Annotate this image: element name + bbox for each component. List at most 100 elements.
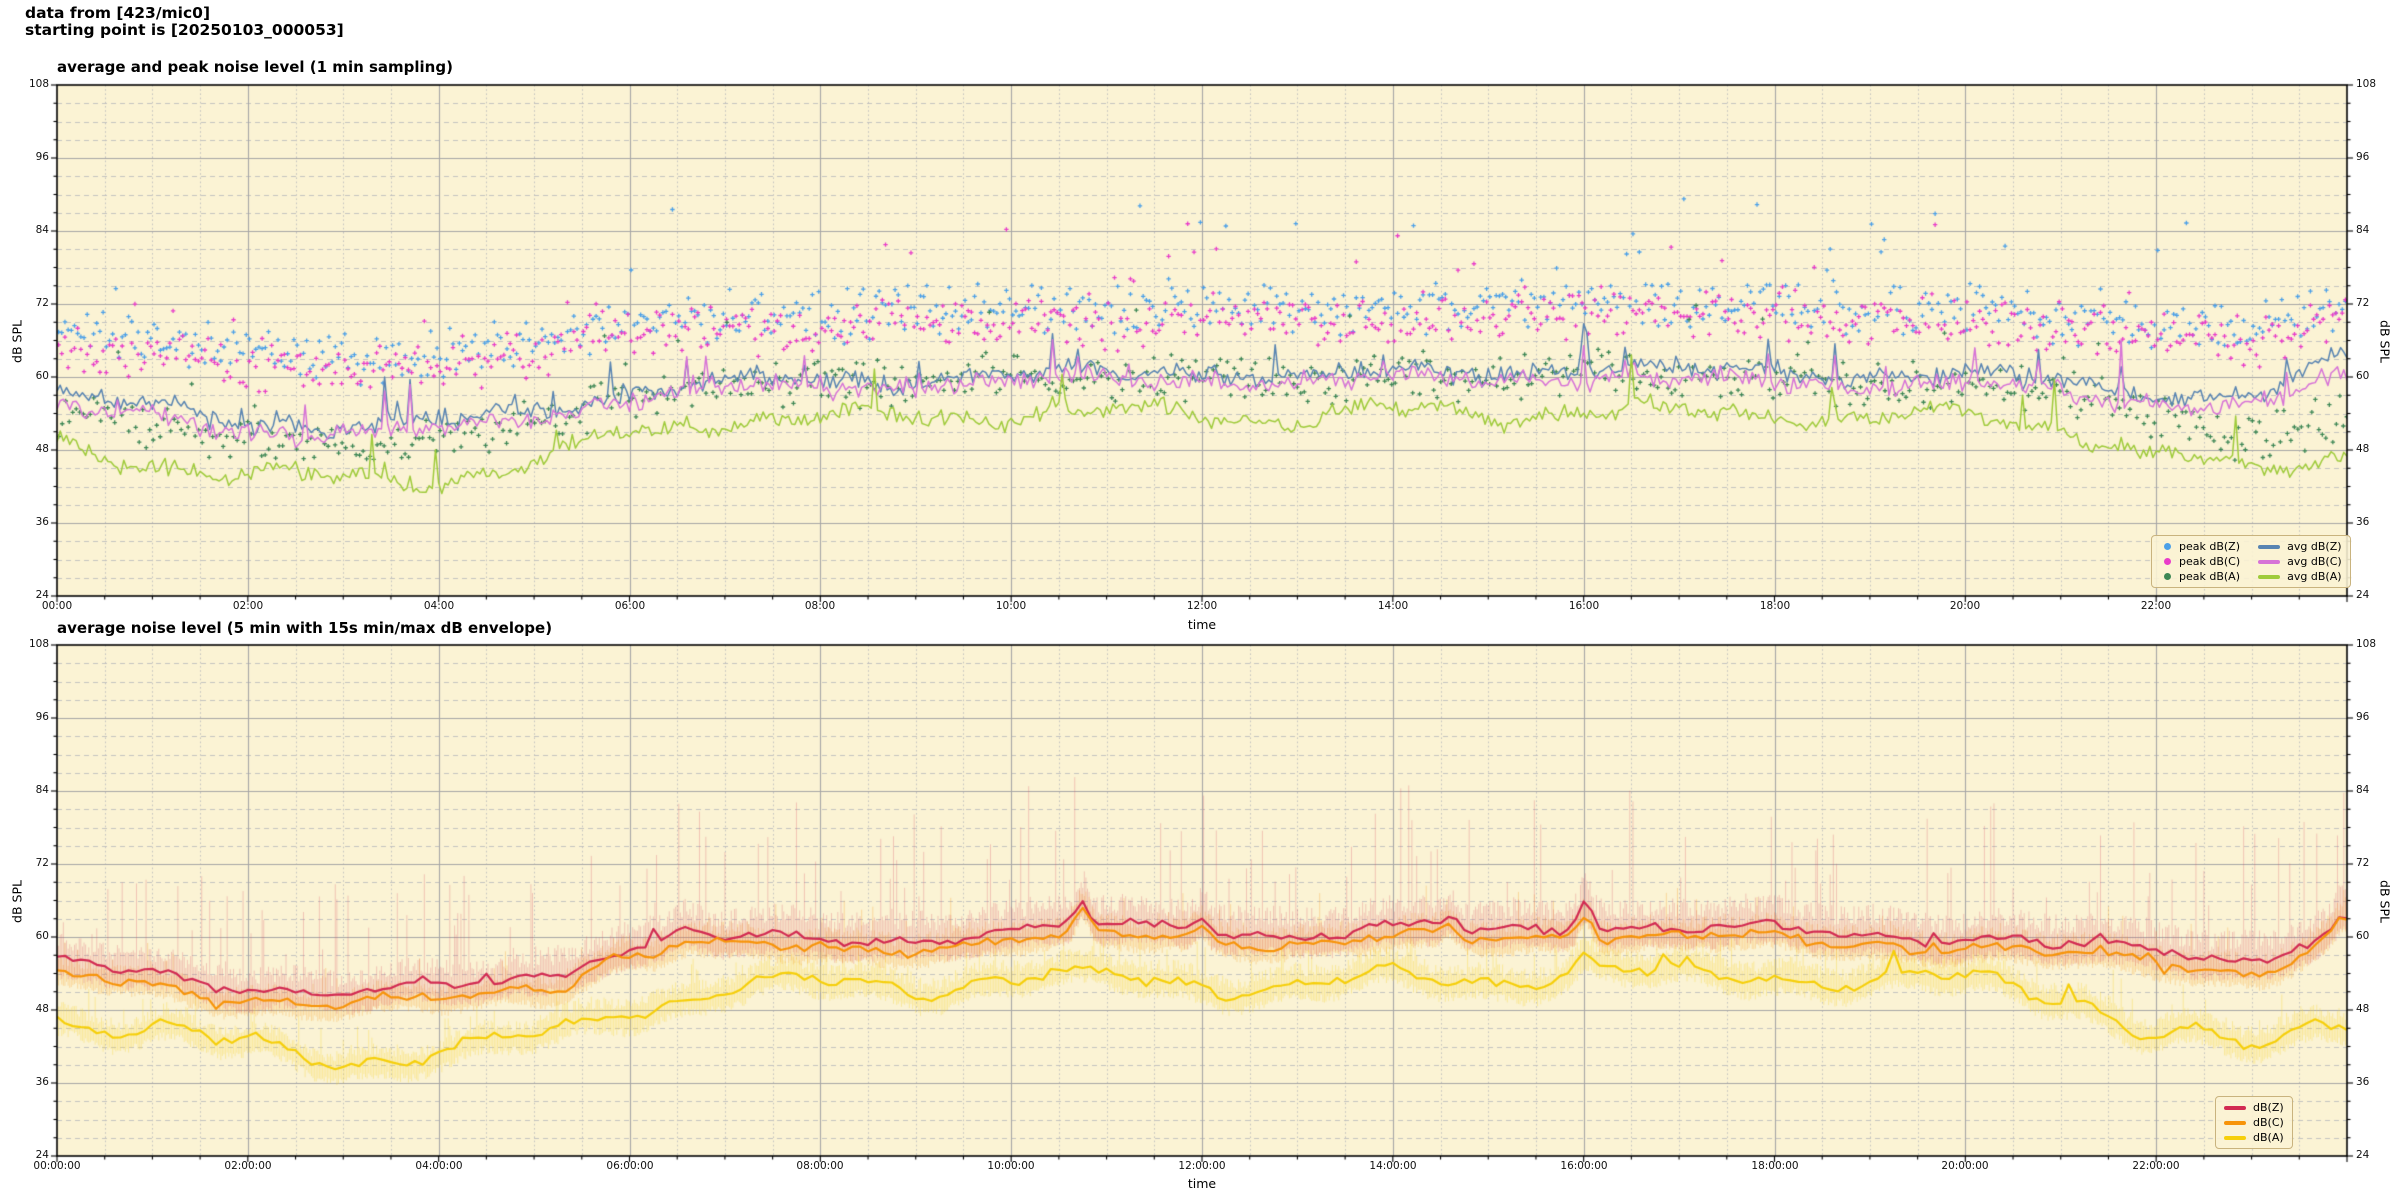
x-tick-label: 00:00:00 (33, 1160, 81, 1172)
x-tick-label: 02:00:00 (224, 1160, 272, 1172)
top-ylabel-left: dB SPL (9, 320, 25, 363)
top-xlabel: time (1187, 617, 1217, 632)
peak-dbc-marker-icon (2164, 558, 2171, 565)
y-tick-label-left: 60 (35, 930, 49, 942)
legend-label: avg dB(Z) (2287, 540, 2342, 553)
legend-item-avg-dba: avg dB(A) (2258, 570, 2342, 583)
legend-label: peak dB(A) (2179, 570, 2240, 583)
legend-item-avg-dbc: avg dB(C) (2258, 555, 2342, 568)
peak-dbz-marker-icon (2164, 543, 2171, 550)
bottom-ylabel-left: dB SPL (9, 880, 25, 923)
legend-item-peak-dbc: peak dB(C) (2160, 555, 2240, 568)
x-tick-label: 08:00:00 (796, 1160, 844, 1172)
legend-label: avg dB(A) (2287, 570, 2342, 583)
legend-label: dB(C) (2253, 1116, 2284, 1129)
legend-item-dbc: dB(C) (2224, 1116, 2284, 1129)
y-tick-label-left: 96 (35, 151, 49, 163)
dba-line-icon (2224, 1135, 2246, 1140)
y-tick-label-right: 48 (2356, 443, 2370, 455)
top-chart-title: average and peak noise level (1 min samp… (57, 58, 453, 76)
bottom-chart-legend: dB(Z) dB(C) dB(A) (2215, 1096, 2293, 1149)
x-tick-label: 22:00:00 (2132, 1160, 2180, 1172)
y-tick-label-right: 60 (2356, 370, 2370, 382)
x-tick-label: 14:00:00 (1369, 1160, 1417, 1172)
avg-dba-line-icon (2258, 574, 2281, 579)
y-tick-label-left: 84 (35, 784, 49, 796)
legend-label: dB(Z) (2253, 1101, 2284, 1114)
x-tick-label: 18:00 (1759, 600, 1791, 612)
x-tick-label: 12:00:00 (1178, 1160, 1226, 1172)
y-tick-label-right: 96 (2356, 151, 2370, 163)
y-tick-label-left: 72 (35, 857, 49, 869)
y-tick-label-right: 96 (2356, 711, 2370, 723)
x-tick-label: 20:00 (1949, 600, 1981, 612)
bottom-ylabel-right: dB SPL (2377, 880, 2393, 923)
y-tick-label-right: 72 (2356, 297, 2370, 309)
y-tick-label-right: 108 (2356, 638, 2377, 650)
x-tick-label: 18:00:00 (1751, 1160, 1799, 1172)
top-chart-legend: peak dB(Z) peak dB(C) peak dB(A) avg dB(… (2151, 535, 2351, 588)
avg-dbz-line-icon (2258, 544, 2281, 549)
y-tick-label-right: 48 (2356, 1003, 2370, 1015)
y-tick-label-right: 36 (2356, 516, 2370, 528)
x-tick-label: 10:00:00 (987, 1160, 1035, 1172)
y-tick-label-left: 36 (35, 516, 49, 528)
y-tick-label-right: 84 (2356, 224, 2370, 236)
bottom-chart-title: average noise level (5 min with 15s min/… (57, 619, 553, 637)
legend-item-peak-dba: peak dB(A) (2160, 570, 2240, 583)
y-tick-label-left: 48 (35, 443, 49, 455)
y-tick-label-left: 24 (35, 1149, 49, 1161)
legend-column-avgs: avg dB(Z) avg dB(C) avg dB(A) (2258, 540, 2342, 583)
y-tick-label-right: 72 (2356, 857, 2370, 869)
peak-dba-marker-icon (2164, 573, 2171, 580)
x-tick-label: 04:00 (423, 600, 455, 612)
legend-item-dba: dB(A) (2224, 1131, 2284, 1144)
dbz-line-icon (2224, 1105, 2246, 1110)
x-tick-label: 12:00 (1186, 600, 1218, 612)
avg-dbc-line-icon (2258, 559, 2281, 564)
y-tick-label-right: 84 (2356, 784, 2370, 796)
top-ylabel-right: dB SPL (2377, 320, 2393, 363)
legend-item-avg-dbz: avg dB(Z) (2258, 540, 2342, 553)
x-tick-label: 16:00:00 (1560, 1160, 1608, 1172)
legend-label: avg dB(C) (2287, 555, 2342, 568)
y-tick-label-right: 24 (2356, 589, 2370, 601)
x-tick-label: 20:00:00 (1941, 1160, 1989, 1172)
x-tick-label: 06:00 (614, 600, 646, 612)
y-tick-label-right: 36 (2356, 1076, 2370, 1088)
header-line-2: starting point is [20250103_000053] (25, 21, 344, 39)
y-tick-label-left: 108 (28, 78, 49, 90)
legend-item-peak-dbz: peak dB(Z) (2160, 540, 2240, 553)
y-tick-label-left: 24 (35, 589, 49, 601)
x-tick-label: 04:00:00 (415, 1160, 463, 1172)
y-tick-label-right: 24 (2356, 1149, 2370, 1161)
y-tick-label-left: 108 (28, 638, 49, 650)
legend-label: peak dB(C) (2179, 555, 2241, 568)
y-tick-label-left: 72 (35, 297, 49, 309)
x-tick-label: 22:00 (2140, 600, 2172, 612)
y-tick-label-right: 60 (2356, 930, 2370, 942)
legend-column-peaks: peak dB(Z) peak dB(C) peak dB(A) (2160, 540, 2240, 583)
y-tick-label-right: 108 (2356, 78, 2377, 90)
x-tick-label: 08:00 (804, 600, 836, 612)
legend-label: peak dB(Z) (2179, 540, 2241, 553)
x-tick-label: 16:00 (1568, 600, 1600, 612)
x-tick-label: 14:00 (1377, 600, 1409, 612)
x-tick-label: 06:00:00 (606, 1160, 654, 1172)
legend-column: dB(Z) dB(C) dB(A) (2224, 1101, 2284, 1144)
legend-item-dbz: dB(Z) (2224, 1101, 2284, 1114)
bottom-xlabel: time (1187, 1176, 1217, 1191)
dbc-line-icon (2224, 1120, 2246, 1125)
x-tick-label: 02:00 (232, 600, 264, 612)
y-tick-label-left: 84 (35, 224, 49, 236)
x-tick-label: 10:00 (995, 600, 1027, 612)
y-tick-label-left: 36 (35, 1076, 49, 1088)
y-tick-label-left: 48 (35, 1003, 49, 1015)
y-tick-label-left: 96 (35, 711, 49, 723)
header-line-1: data from [423/mic0] (25, 4, 211, 22)
legend-label: dB(A) (2253, 1131, 2284, 1144)
x-tick-label: 00:00 (41, 600, 73, 612)
y-tick-label-left: 60 (35, 370, 49, 382)
